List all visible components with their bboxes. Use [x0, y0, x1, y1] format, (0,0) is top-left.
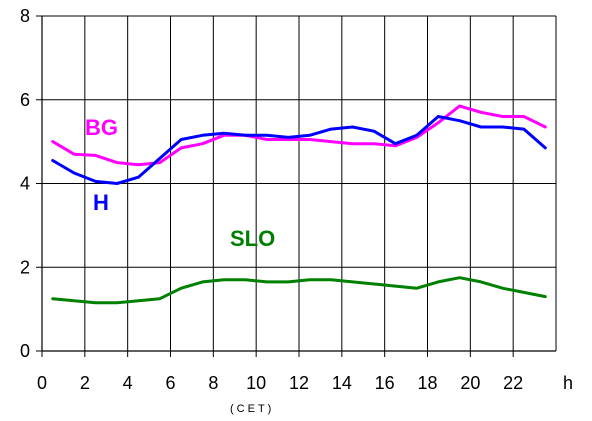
- y-tick-label-2: 2: [20, 257, 30, 277]
- x-tick-label-6: 6: [165, 373, 175, 393]
- y-tick-label-6: 6: [20, 90, 30, 110]
- axes: [36, 15, 556, 357]
- series-label-slo: SLO: [230, 226, 275, 251]
- x-axis-unit: h: [563, 373, 573, 393]
- y-tick-label-8: 8: [20, 6, 30, 26]
- x-tick-label-2: 2: [80, 373, 90, 393]
- x-tick-label-10: 10: [246, 373, 266, 393]
- x-tick-label-18: 18: [417, 373, 437, 393]
- series-line-h: [51, 115, 547, 185]
- y-tick-label-4: 4: [20, 174, 30, 194]
- x-tick-label-8: 8: [208, 373, 218, 393]
- grid: [42, 15, 557, 351]
- x-tick-label-22: 22: [503, 373, 523, 393]
- x-tick-label-0: 0: [37, 373, 47, 393]
- x-tick-label-20: 20: [460, 373, 480, 393]
- series-line-slo: [51, 276, 547, 305]
- x-tick-label-4: 4: [123, 373, 133, 393]
- x-tick-label-14: 14: [332, 373, 352, 393]
- y-tick-label-0: 0: [20, 341, 30, 361]
- series-lines: [51, 104, 547, 305]
- x-axis-label: (CET): [230, 403, 274, 415]
- x-tick-label-16: 16: [375, 373, 395, 393]
- series-label-h: H: [93, 190, 109, 215]
- series-label-bg: BG: [85, 115, 118, 140]
- series-line-bg: [51, 104, 547, 167]
- tick-labels: 0 2 4 6 8 0 2 4 6 8 10 12 14 16 18 20 22: [20, 6, 523, 393]
- x-tick-label-12: 12: [289, 373, 309, 393]
